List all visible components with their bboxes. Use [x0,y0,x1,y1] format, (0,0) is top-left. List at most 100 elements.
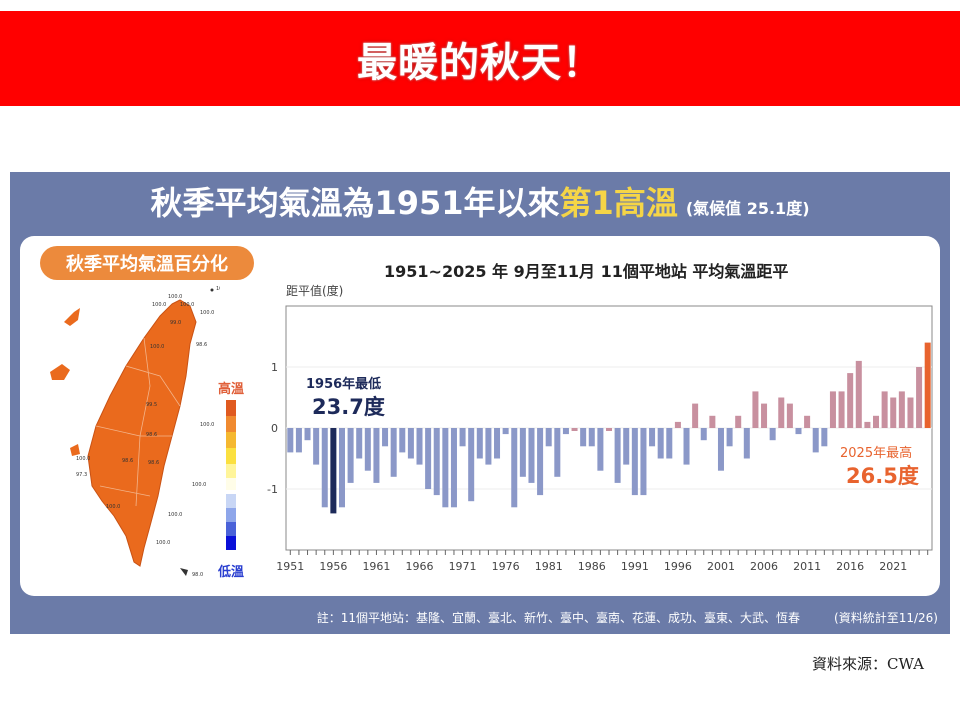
bar-1989 [614,428,621,483]
bar-1979 [528,428,535,483]
color-scale-legend [226,400,236,550]
bar-2000 [709,415,716,428]
legend-high-label: 高溫 [218,382,245,397]
bar-1984 [571,428,578,431]
svg-text:1966: 1966 [406,560,434,573]
svg-text:98.6: 98.6 [122,458,133,464]
bar-1953 [304,428,311,441]
svg-text:1986: 1986 [578,560,606,573]
bar-1957 [338,428,345,508]
svg-text:98.0: 98.0 [192,572,203,578]
bar-1966 [416,428,423,465]
bar-1995 [666,428,673,459]
bar-2003 [735,415,742,428]
panel-title: 秋季平均氣溫為1951年以來第1高溫 (氣候值 25.1度) [10,178,950,224]
bar-1952 [295,428,302,453]
footnote-stations: 註：11個平地站：基隆、宜蘭、臺北、新竹、臺中、臺南、花蓮、成功、臺東、大武、恆… [316,611,801,625]
svg-text:1956: 1956 [319,560,347,573]
bar-2007 [769,428,776,441]
svg-text:1971: 1971 [449,560,477,573]
bar-1969 [442,428,449,508]
svg-text:1991: 1991 [621,560,649,573]
bar-1951 [287,428,294,453]
bar-2021 [890,397,897,428]
svg-text:1: 1 [271,361,278,374]
bar-1994 [657,428,664,459]
svg-text:2021: 2021 [879,560,907,573]
bar-2012 [812,428,819,453]
bar-1955 [321,428,328,508]
content-card: 秋季平均氣溫百分化 100.0 100.0 100.0 100.0 100.0 … [20,236,940,596]
bar-2011 [804,415,811,428]
bar-1992 [640,428,647,496]
bar-1970 [450,428,457,508]
bar-1981 [545,428,552,447]
footnote: 註：11個平地站：基隆、宜蘭、臺北、新竹、臺中、臺南、花蓮、成功、臺東、大武、恆… [317,609,938,626]
bar-1965 [407,428,414,459]
bar-2020 [881,391,888,428]
svg-text:98.6: 98.6 [146,432,157,438]
bar-1959 [356,428,363,459]
svg-text:2001: 2001 [707,560,735,573]
bar-1998 [692,403,699,428]
bar-1990 [623,428,630,465]
svg-text:2006: 2006 [750,560,778,573]
bar-1996 [674,421,681,428]
svg-text:100.0: 100.0 [152,302,166,308]
bar-1999 [700,428,707,441]
bar-1980 [537,428,544,496]
bar-1968 [433,428,440,496]
svg-text:100.0: 100.0 [76,456,90,462]
title-banner: 最暖的秋天！ [0,11,960,106]
svg-text:2016: 2016 [836,560,864,573]
svg-text:100.0: 100.0 [192,482,206,488]
bar-1967 [425,428,432,489]
infographic-panel: 秋季平均氣溫為1951年以來第1高溫 (氣候值 25.1度) 秋季平均氣溫百分化 … [10,172,950,634]
source-credit: 資料來源：CWA [812,655,924,673]
panel-title-note: (氣候值 25.1度) [685,199,810,218]
svg-text:98.6: 98.6 [196,342,207,348]
bar-1993 [649,428,656,447]
bar-1958 [347,428,354,483]
bar-1976 [502,428,509,435]
svg-text:1976: 1976 [492,560,520,573]
bar-2014 [829,391,836,428]
bar-2002 [726,428,733,447]
anomaly-bar-chart: -1 0 1 1951 1956 1961 1966 1971 1976 1981 1986 1991… [267,305,933,573]
bar-1960 [364,428,371,471]
bar-2009 [786,403,793,428]
svg-text:97.3: 97.3 [76,472,87,478]
svg-text:0: 0 [271,422,278,435]
bar-2013 [821,428,828,447]
svg-text:100.0: 100.0 [216,286,220,292]
bar-2004 [743,428,750,459]
y-axis-label: 距平值(度) [286,284,344,298]
svg-text:100.0: 100.0 [150,344,164,350]
svg-text:100.0: 100.0 [200,310,214,316]
bar-1956 [330,428,337,514]
svg-text:1981: 1981 [535,560,563,573]
bar-1954 [313,428,320,465]
bar-2023 [907,397,914,428]
bar-1972 [468,428,475,502]
svg-text:100.0: 100.0 [106,504,120,510]
bar-1963 [390,428,397,477]
svg-text:100.0: 100.0 [168,512,182,518]
bar-1971 [459,428,466,447]
bar-2008 [778,397,785,428]
bar-1973 [476,428,483,459]
svg-text:1951: 1951 [276,560,304,573]
max-annotation-value: 26.5度 [846,464,919,488]
bar-2017 [855,360,862,428]
bar-2016 [847,373,854,428]
panel-title-highlight: 第1高溫 [559,184,678,222]
bar-1974 [485,428,492,465]
svg-text:100.0: 100.0 [200,422,214,428]
bar-1964 [399,428,406,453]
panel-title-prefix: 秋季平均氣溫為1951年以來 [150,184,560,222]
min-annotation-label: 1956年最低 [306,377,382,392]
min-annotation-value: 23.7度 [312,395,385,419]
bar-1982 [554,428,561,477]
bar-2022 [898,391,905,428]
bar-1988 [605,428,613,431]
